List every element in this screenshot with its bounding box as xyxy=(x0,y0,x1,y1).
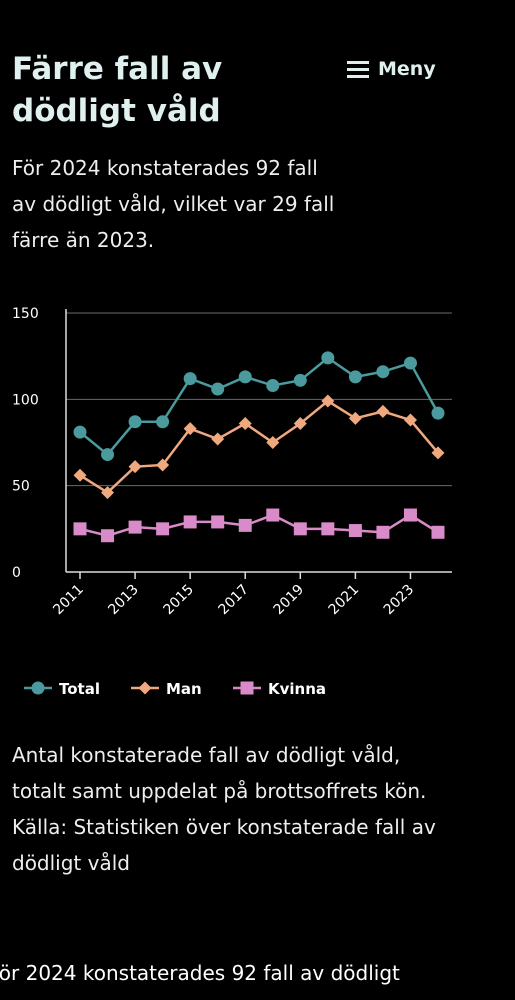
data-point-man xyxy=(403,413,417,427)
page-title: Färre fall av dödligt våld xyxy=(12,51,223,129)
legend-item-total: Total xyxy=(24,680,100,698)
data-point-man xyxy=(73,468,87,482)
data-point-man xyxy=(101,486,115,500)
x-tick-label: 2017 xyxy=(216,582,253,619)
data-point-kvinna xyxy=(348,524,362,538)
menu-button[interactable]: Meny xyxy=(347,58,436,80)
x-tick-label: 2015 xyxy=(160,582,197,619)
y-tick-label: 0 xyxy=(12,565,21,581)
data-point-man xyxy=(128,460,142,474)
data-point-man xyxy=(348,411,362,425)
data-point-kvinna xyxy=(403,508,417,522)
x-tick-label: 2011 xyxy=(50,582,87,619)
data-point-man xyxy=(266,436,280,449)
data-point-man xyxy=(293,417,307,431)
data-point-kvinna xyxy=(101,529,115,543)
data-point-total xyxy=(211,382,225,396)
data-point-kvinna xyxy=(266,508,280,522)
legend-marker-total xyxy=(31,681,45,695)
legend-marker-kvinna xyxy=(240,681,254,695)
line-chart: 0 50 100 150 2011 2013 2015 2017 2019 2021 2023 To… xyxy=(12,306,452,698)
legend-label: Kvinna xyxy=(268,680,326,698)
data-point-total xyxy=(238,370,252,384)
data-point-man xyxy=(431,446,445,460)
data-point-kvinna xyxy=(128,520,142,534)
x-tick-label: 2013 xyxy=(105,582,142,619)
x-tick-label: 2019 xyxy=(271,582,308,619)
data-point-man xyxy=(321,394,335,408)
data-point-total xyxy=(321,351,335,365)
data-point-man xyxy=(238,417,252,431)
data-point-total xyxy=(266,379,280,393)
data-point-man xyxy=(183,422,197,436)
data-point-man xyxy=(376,404,390,418)
x-tick-label: 2021 xyxy=(326,582,363,619)
data-point-total xyxy=(293,373,307,387)
x-tick-label: 2023 xyxy=(381,582,418,619)
chart-caption: Antal konstaterade fall av dödligt våld,… xyxy=(12,743,436,875)
data-point-kvinna xyxy=(183,515,197,529)
data-point-kvinna xyxy=(431,525,445,539)
data-point-total xyxy=(376,365,390,379)
data-point-total xyxy=(431,406,445,420)
data-point-kvinna xyxy=(73,522,87,536)
y-tick-label: 150 xyxy=(12,306,39,322)
data-point-total xyxy=(403,356,417,370)
data-point-kvinna xyxy=(156,522,170,536)
article-text: För 2024 konstaterades 92 fall av dödlig… xyxy=(0,961,400,985)
data-point-man xyxy=(211,432,225,446)
data-point-kvinna xyxy=(238,518,252,532)
y-tick-label: 100 xyxy=(12,392,39,408)
data-point-total xyxy=(348,370,362,384)
data-point-kvinna xyxy=(321,522,335,536)
data-point-kvinna xyxy=(376,525,390,539)
legend-label: Man xyxy=(166,680,202,698)
data-point-total xyxy=(128,415,142,429)
data-point-total xyxy=(156,415,170,429)
menu-label: Meny xyxy=(378,58,436,80)
data-point-kvinna xyxy=(211,515,225,529)
legend-item-man: Man xyxy=(131,680,202,698)
hamburger-icon xyxy=(347,61,369,78)
legend-item-kvinna: Kvinna xyxy=(233,680,326,698)
legend-label: Total xyxy=(59,680,100,698)
data-point-total xyxy=(101,448,115,462)
data-point-man xyxy=(156,458,170,472)
y-tick-label: 50 xyxy=(12,479,30,495)
legend-marker-man xyxy=(138,681,152,695)
lead-text: För 2024 konstaterades 92 fall av dödlig… xyxy=(12,156,335,252)
data-point-total xyxy=(73,425,87,439)
data-point-total xyxy=(183,372,197,386)
data-point-kvinna xyxy=(293,522,307,536)
